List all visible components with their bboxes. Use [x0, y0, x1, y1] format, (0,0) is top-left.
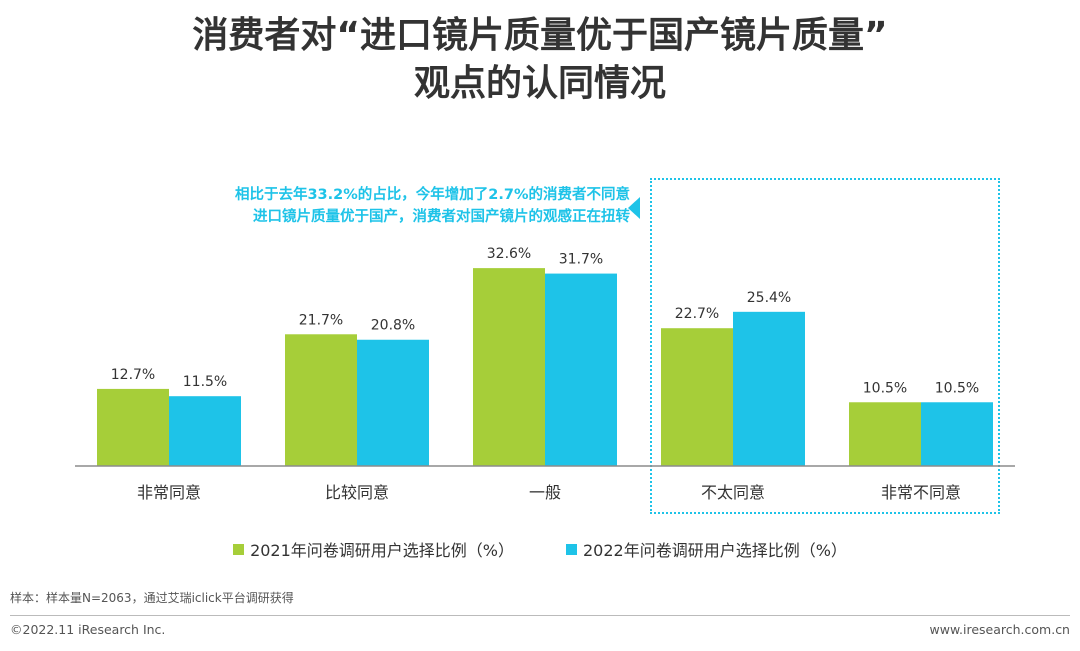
callout-text: 相比于去年33.2%的占比，今年增加了2.7%的消费者不同意 进口镜片质量优于国… — [150, 184, 630, 228]
category-label-3: 不太同意 — [701, 483, 765, 502]
category-label-1: 比较同意 — [325, 483, 389, 502]
legend: 2021年问卷调研用户选择比例（%） 2022年问卷调研用户选择比例（%） — [0, 537, 1080, 561]
bar-2022-3 — [733, 311, 805, 466]
bar-2021-0 — [97, 388, 169, 466]
data-label-2022-2: 31.7% — [559, 252, 603, 268]
data-label-2021-0: 12.7% — [111, 367, 155, 383]
chart-title-line1: 消费者对“进口镜片质量优于国产镜片质量” — [192, 15, 888, 56]
chart-title-line2: 观点的认同情况 — [413, 63, 666, 104]
data-label-2022-0: 11.5% — [183, 374, 227, 390]
callout-line2: 进口镜片质量优于国产，消费者对国产镜片的观感正在扭转 — [253, 209, 630, 225]
bar-2021-4 — [849, 402, 921, 466]
copyright: ©2022.11 iResearch Inc. — [10, 622, 166, 637]
sample-note: 样本：样本量N=2063，通过艾瑞iclick平台调研获得 — [10, 591, 294, 605]
data-label-2021-3: 22.7% — [675, 306, 719, 322]
legend-item-2021: 2021年问卷调研用户选择比例（%） — [233, 537, 514, 561]
data-label-2021-1: 21.7% — [299, 312, 343, 328]
footer-divider — [10, 615, 1070, 616]
bar-2021-2 — [473, 268, 545, 466]
data-label-2022-1: 20.8% — [371, 318, 415, 334]
callout-line1: 相比于去年33.2%的占比，今年增加了2.7%的消费者不同意 — [234, 187, 630, 203]
legend-swatch-2021 — [233, 543, 245, 555]
highlight-box — [650, 178, 1000, 514]
bar-2021-3 — [661, 328, 733, 466]
bar-2022-2 — [545, 273, 617, 466]
category-label-4: 非常不同意 — [881, 483, 961, 502]
callout-arrow-icon — [628, 197, 640, 219]
bar-2022-4 — [921, 402, 993, 466]
category-label-2: 一般 — [529, 483, 561, 502]
data-label-2022-3: 25.4% — [747, 290, 791, 306]
website-link[interactable]: www.iresearch.com.cn — [929, 622, 1071, 637]
category-label-0: 非常同意 — [137, 483, 201, 502]
legend-item-2022: 2022年问卷调研用户选择比例（%） — [566, 537, 847, 561]
bar-chart: 12.7% 11.5% 非常同意 21.7% 20.8% 比较同意 32.6% 31.7% 一般… — [75, 246, 1015, 502]
data-label-2021-4: 10.5% — [863, 380, 907, 396]
legend-label-2021: 2021年问卷调研用户选择比例（%） — [250, 541, 514, 560]
bar-2022-0 — [169, 396, 241, 466]
legend-swatch-2022 — [566, 543, 577, 555]
data-label-2021-2: 32.6% — [487, 246, 531, 262]
data-label-2022-4: 10.5% — [935, 380, 979, 396]
bar-2022-1 — [357, 339, 429, 466]
legend-label-2022: 2022年问卷调研用户选择比例（%） — [583, 541, 847, 560]
bar-2021-1 — [285, 334, 357, 466]
